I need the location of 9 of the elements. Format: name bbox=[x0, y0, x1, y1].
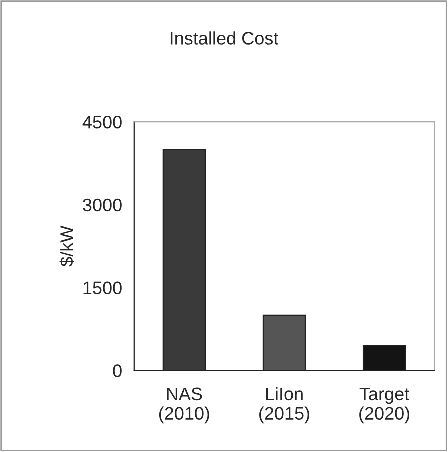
x-tick-label: LiIon (2015) bbox=[260, 387, 310, 424]
y-axis-title: $/kW bbox=[60, 226, 74, 267]
x-tick-label: NAS (2010) bbox=[159, 388, 210, 424]
y-tick-label: 1500 bbox=[84, 282, 122, 294]
y-tick-label: 0 bbox=[113, 364, 122, 378]
x-tick-label: Target (2020) bbox=[360, 388, 410, 424]
chart-title: Installed Cost bbox=[170, 32, 279, 45]
y-tick-label: 4500 bbox=[82, 116, 122, 129]
y-tick-label: 3000 bbox=[83, 198, 122, 212]
